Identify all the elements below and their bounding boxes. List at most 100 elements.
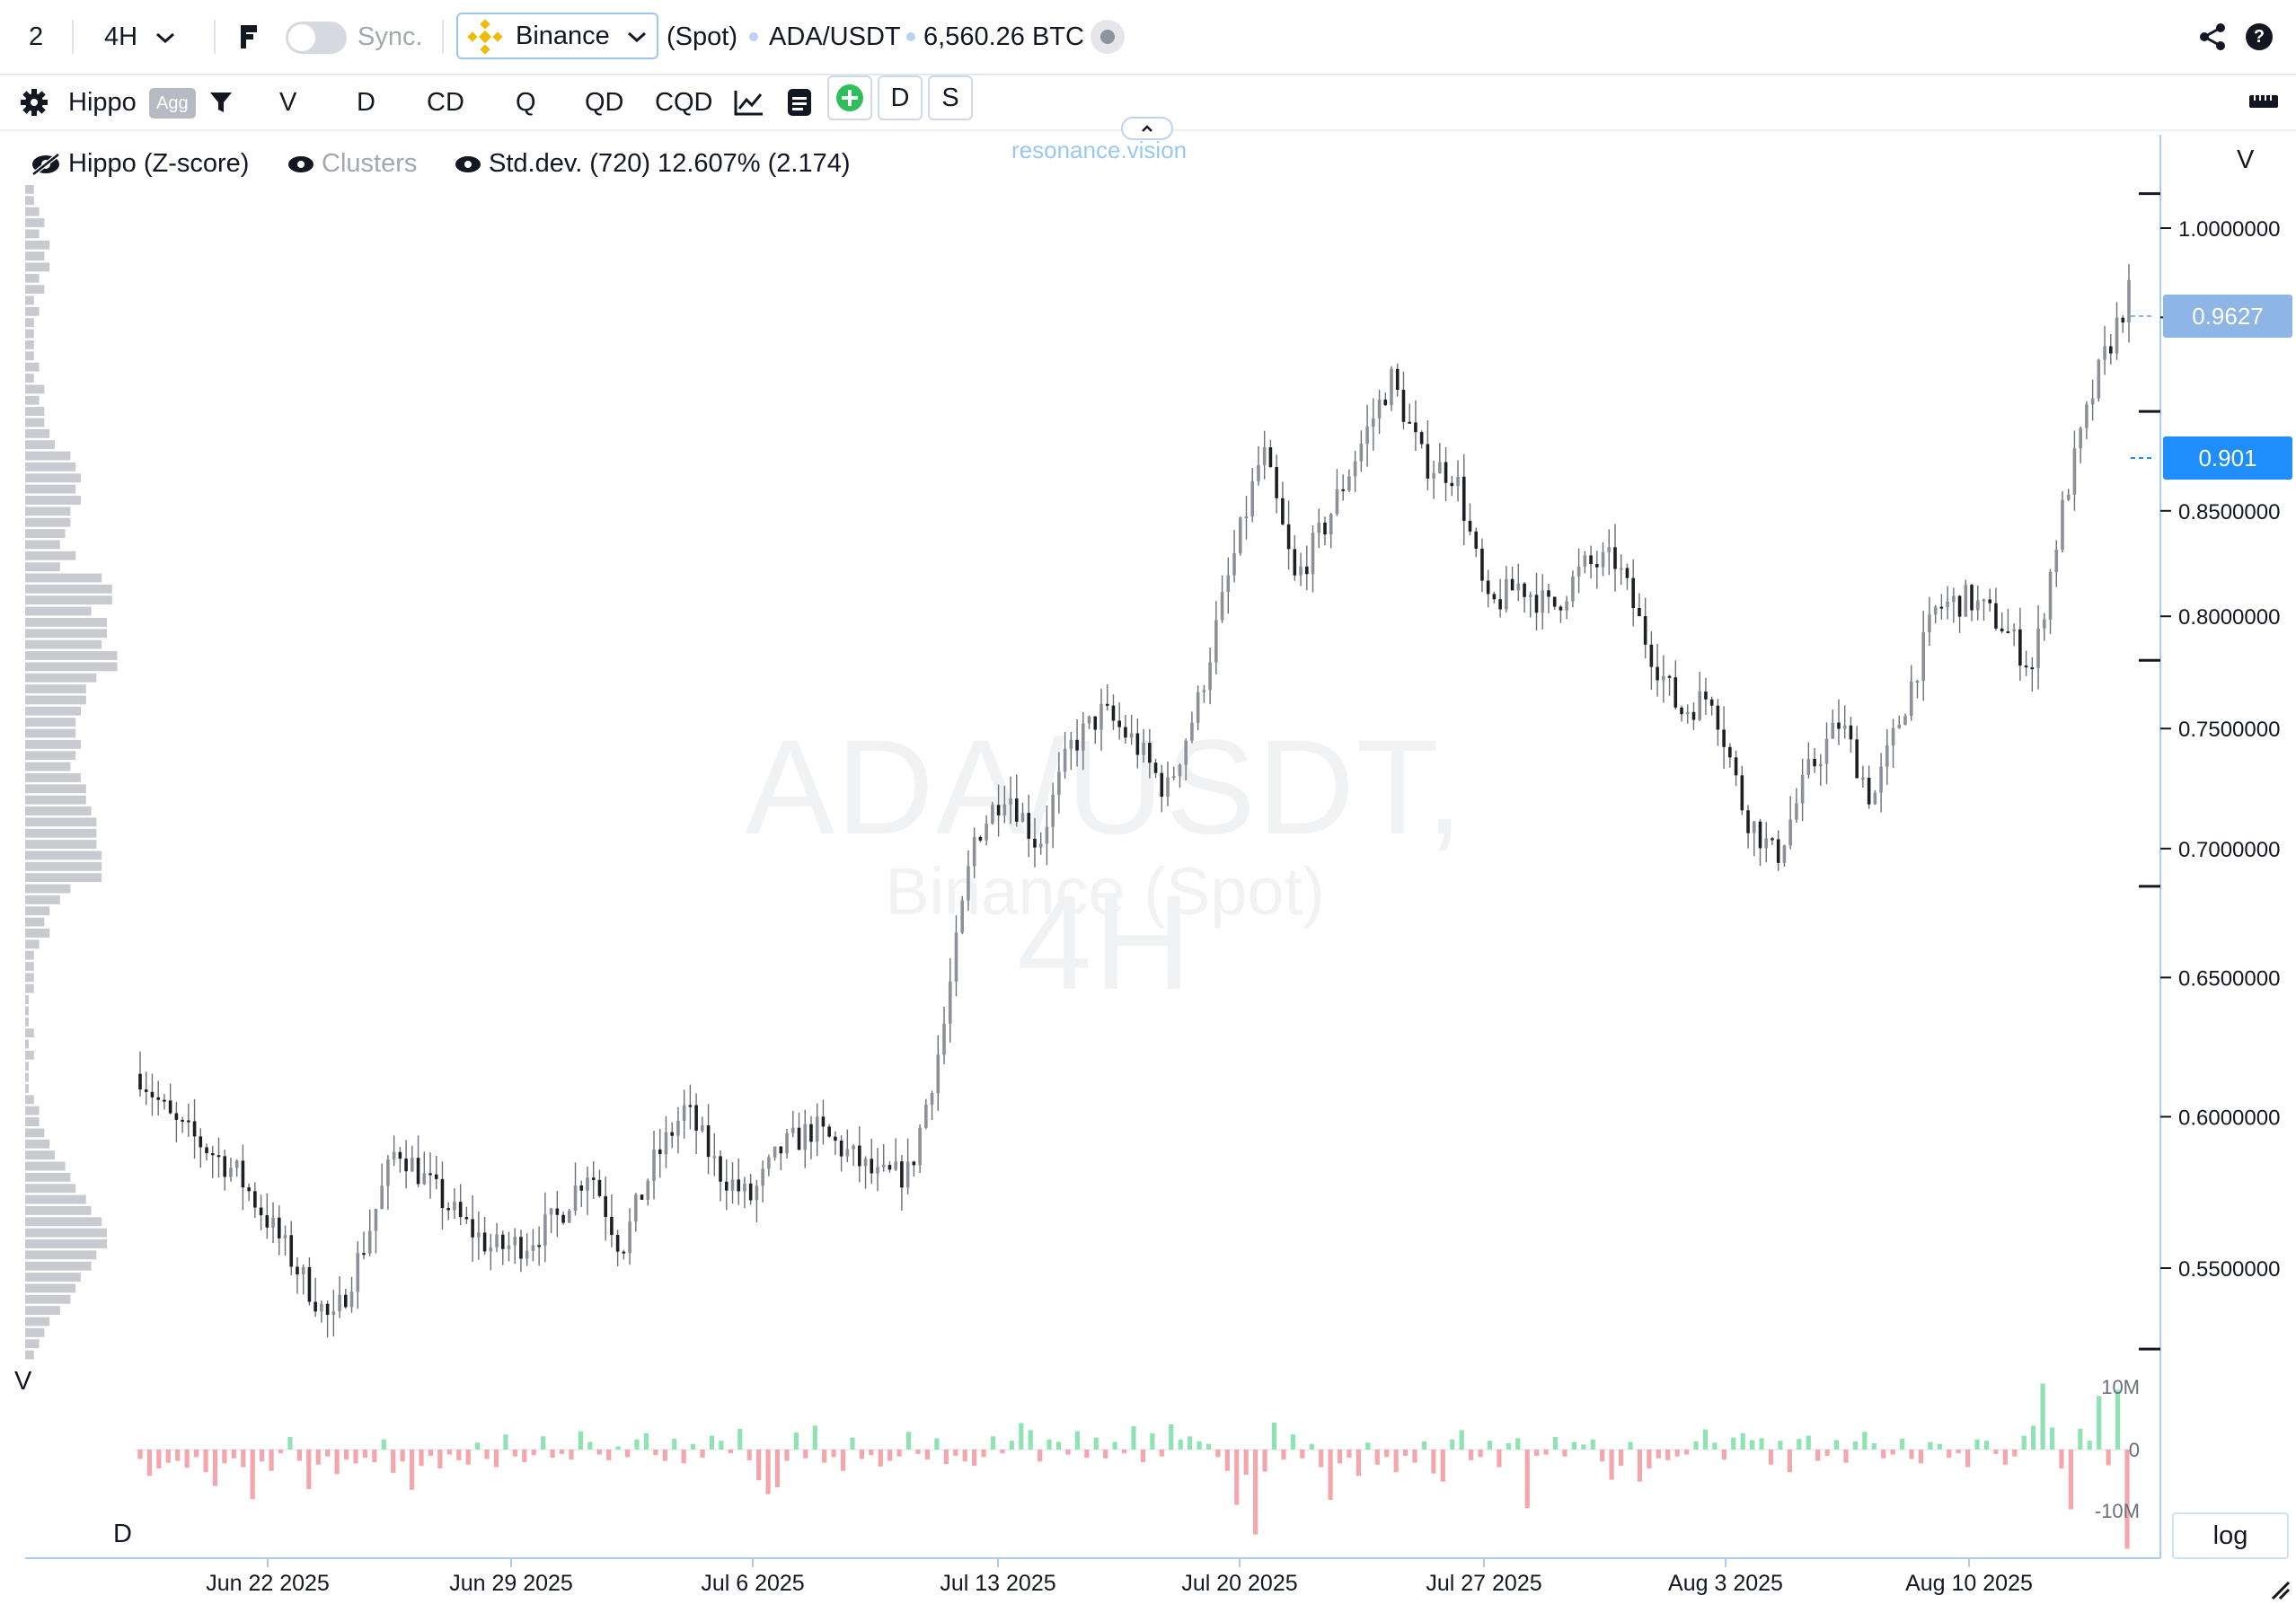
candle-body — [320, 1303, 323, 1312]
delta-bar — [325, 1450, 331, 1457]
delta-bar — [2068, 1450, 2073, 1510]
candle-body — [519, 1237, 523, 1259]
candle-body — [1480, 548, 1484, 581]
candle-body — [1879, 766, 1883, 793]
candle-body — [1202, 690, 1206, 692]
delta-bar — [1974, 1439, 1980, 1450]
y-tick-label: 0.8000000 — [2178, 605, 2280, 630]
candle-body — [1341, 489, 1345, 491]
delta-bar — [587, 1441, 593, 1450]
candle-body — [507, 1245, 511, 1249]
delta-bar — [662, 1450, 667, 1461]
delta-bar — [381, 1439, 386, 1450]
delta-bar — [1918, 1450, 1924, 1464]
delta-bar — [287, 1437, 293, 1450]
candle-body — [1534, 595, 1539, 613]
delta-bar — [541, 1436, 546, 1450]
delta-bar — [1074, 1431, 1080, 1450]
legend-clusters[interactable]: Clusters — [287, 145, 417, 181]
eye-icon — [288, 156, 313, 173]
candle-body — [1667, 675, 1672, 678]
candle-body — [2030, 667, 2035, 670]
exchange-select[interactable]: Binance — [456, 13, 658, 59]
ruler-icon[interactable] — [2248, 92, 2279, 111]
toggle-s-button[interactable]: S — [928, 75, 973, 120]
sync-toggle[interactable] — [286, 22, 347, 54]
btn-d[interactable]: D — [357, 88, 375, 117]
dot-icon — [906, 32, 915, 41]
resize-icon[interactable] — [2271, 1581, 2291, 1600]
record-icon[interactable] — [1091, 20, 1125, 54]
candle-body — [688, 1105, 693, 1107]
candle-body — [1268, 447, 1273, 468]
candle-body — [453, 1202, 456, 1211]
candle-body — [1771, 838, 1774, 841]
add-indicator-button[interactable] — [827, 75, 872, 120]
x-tick-label: Jun 22 2025 — [206, 1571, 330, 1596]
candle-body — [1335, 489, 1339, 515]
delta-bar — [1552, 1437, 1559, 1450]
legend-stddev[interactable]: Std.dev. (720) 12.607% (2.174) — [455, 145, 851, 181]
share-icon[interactable] — [2199, 22, 2228, 51]
delta-bar — [306, 1450, 312, 1490]
legend-hippo[interactable]: Hippo (Z-score) — [31, 145, 249, 181]
candle-body — [1461, 476, 1466, 521]
delta-bar — [1956, 1450, 1961, 1454]
notes-icon[interactable] — [787, 88, 812, 117]
gear-icon[interactable] — [20, 88, 49, 117]
help-icon[interactable]: ? — [2246, 23, 2273, 50]
candle-body — [1716, 705, 1720, 730]
indicator-name[interactable]: Hippo — [68, 88, 137, 117]
delta-bar — [1787, 1450, 1792, 1473]
delta-bar — [822, 1450, 827, 1463]
pair-label[interactable]: ADA/USDT — [769, 22, 901, 51]
candle-body — [1547, 590, 1550, 597]
x-tick-label: Aug 10 2025 — [1905, 1571, 2033, 1596]
log-scale-button[interactable]: log — [2172, 1512, 2289, 1559]
btn-qd[interactable]: QD — [585, 88, 624, 117]
candle-body — [658, 1149, 662, 1155]
candle-body — [622, 1251, 626, 1254]
candle-body — [1740, 775, 1744, 811]
candle-body — [936, 1054, 940, 1093]
btn-cqd[interactable]: CQD — [655, 88, 713, 117]
layout-icon[interactable] — [239, 23, 261, 50]
profile-bar — [25, 973, 34, 983]
toggle-d-button[interactable]: D — [878, 75, 923, 120]
profile-bar — [25, 351, 34, 361]
delta-bar — [1600, 1450, 1605, 1462]
btn-cd[interactable]: CD — [427, 88, 464, 117]
separator — [72, 20, 74, 54]
delta-bar — [1290, 1434, 1295, 1450]
candle-body — [495, 1234, 499, 1247]
collapse-handle[interactable] — [1121, 117, 1173, 140]
delta-bar — [1852, 1441, 1859, 1450]
candle-body — [1891, 727, 1895, 746]
delta-bar — [1562, 1450, 1567, 1457]
line-chart-icon[interactable] — [734, 89, 764, 116]
delta-bar — [1271, 1422, 1277, 1450]
legend-clusters-label: Clusters — [322, 149, 418, 178]
candle-body — [1939, 606, 1944, 609]
filter-icon[interactable] — [208, 90, 234, 115]
profile-bar — [25, 262, 50, 272]
agg-badge-wrap[interactable]: Agg — [149, 75, 196, 129]
timeframe-select[interactable]: 4H — [104, 0, 175, 74]
profile-bar — [25, 917, 45, 927]
delta-bar — [250, 1450, 255, 1500]
delta-bar — [1319, 1450, 1324, 1467]
layout-number[interactable]: 2 — [29, 22, 44, 51]
btn-q[interactable]: Q — [516, 88, 536, 117]
candle-body — [1444, 462, 1448, 483]
y-tick-label: 0.6000000 — [2178, 1106, 2280, 1130]
profile-bar — [25, 1317, 50, 1326]
candle-body — [349, 1291, 354, 1308]
profile-bar — [25, 1327, 45, 1337]
profile-bar — [25, 1062, 29, 1071]
candle-body — [1643, 616, 1647, 645]
delta-bar — [1393, 1450, 1399, 1473]
candle-body — [942, 1023, 946, 1055]
candle-body — [168, 1100, 172, 1114]
btn-v[interactable]: V — [279, 88, 297, 117]
site-watermark[interactable]: resonance.vision — [1011, 137, 1188, 163]
